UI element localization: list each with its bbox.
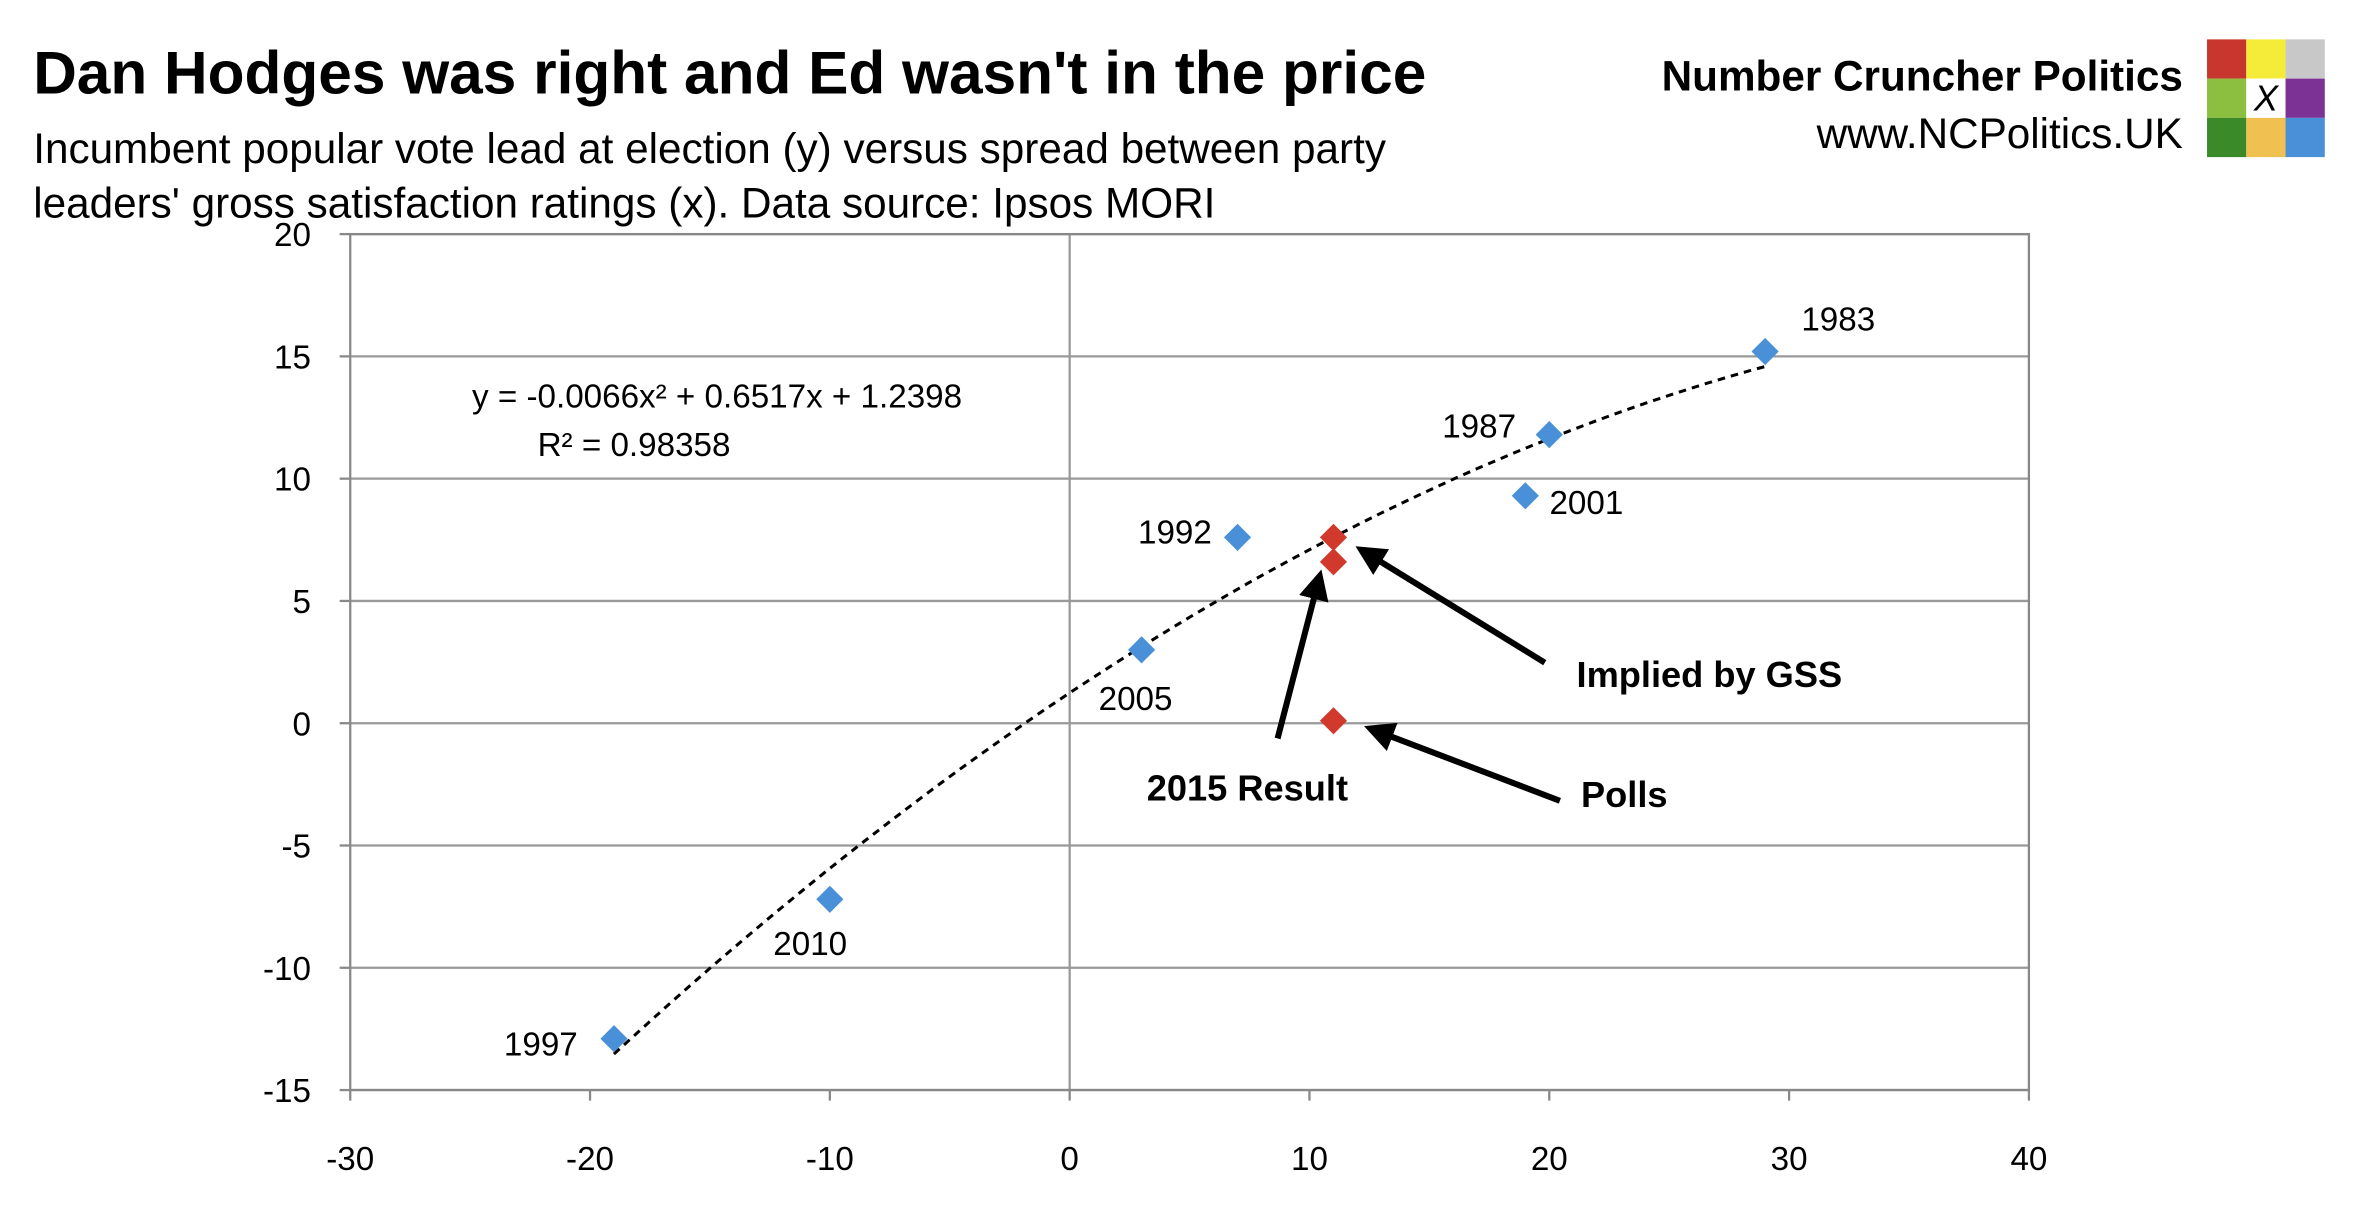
y-tick-label: 15 (274, 339, 311, 376)
subtitle: leaders' gross satisfaction ratings (x).… (33, 180, 1215, 227)
x-tick-label: 30 (1771, 1141, 1808, 1178)
trend-r2: R² = 0.98358 (538, 427, 731, 464)
point (1751, 337, 1779, 366)
x-tick-label: -20 (566, 1141, 614, 1178)
point (600, 1025, 628, 1053)
x-tick-label: -10 (806, 1141, 854, 1178)
point (1319, 707, 1348, 735)
y-tick-label: 20 (274, 217, 311, 254)
point (1535, 421, 1563, 449)
x-tick-label: 10 (1291, 1141, 1328, 1178)
point-label: 1983 (1801, 301, 1875, 338)
trendline (612, 365, 1766, 1056)
brand-url: www.NCPolitics.UK (1816, 110, 2183, 157)
point-label: 1997 (504, 1026, 578, 1063)
logo: X (2207, 39, 2325, 158)
annotation-arrow (1274, 569, 1329, 740)
x-tick-label: 0 (1060, 1141, 1078, 1178)
point-label: 1992 (1138, 514, 1212, 551)
point (816, 885, 844, 913)
point-label: 2001 (1549, 485, 1623, 522)
point-label: 2015 Result (1147, 767, 1348, 808)
brand-name: Number Cruncher Politics (1662, 53, 2183, 100)
point-label: Polls (1581, 774, 1668, 815)
x-tick-label: 40 (2010, 1141, 2047, 1178)
plot-frame (349, 232, 2031, 1092)
chart-title: Dan Hodges was right and Ed wasn't in th… (33, 39, 1426, 107)
point-label: 2010 (773, 926, 847, 963)
point (1319, 548, 1348, 576)
y-tick-label: 5 (293, 584, 311, 621)
y-tick-label: -5 (281, 829, 311, 866)
y-tick-label: -15 (263, 1073, 311, 1110)
point (1128, 636, 1156, 664)
point (1511, 482, 1539, 510)
annotation-arrow (1364, 722, 1561, 804)
trend-equation: y = -0.0066x² + 0.6517x + 1.2398 (472, 379, 962, 416)
subtitle: Incumbent popular vote lead at election … (33, 125, 1387, 172)
logo-mark: X (2253, 77, 2280, 118)
y-tick-label: 10 (274, 462, 311, 499)
x-tick-label: -30 (326, 1141, 374, 1178)
annotation-arrow (1355, 546, 1547, 666)
point-label: 2005 (1099, 681, 1173, 718)
point (1319, 523, 1348, 551)
y-tick-label: -10 (263, 951, 311, 988)
y-tick-label: 0 (293, 706, 311, 743)
point-label: 1987 (1442, 409, 1516, 446)
x-tick-label: 20 (1531, 1141, 1568, 1178)
point (1223, 523, 1252, 551)
point-label: Implied by GSS (1577, 654, 1843, 695)
